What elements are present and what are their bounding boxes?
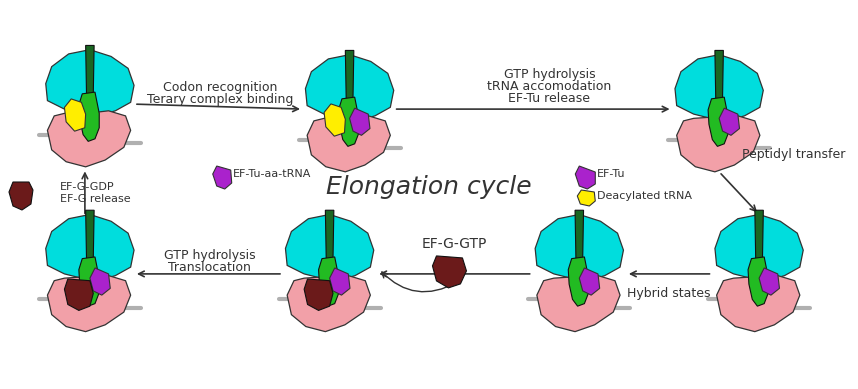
Polygon shape (675, 55, 764, 121)
Text: Elongation cycle: Elongation cycle (326, 175, 531, 199)
Polygon shape (759, 268, 779, 295)
Polygon shape (47, 111, 130, 167)
Polygon shape (577, 190, 595, 206)
Polygon shape (324, 104, 345, 136)
Polygon shape (719, 108, 740, 135)
Polygon shape (537, 275, 620, 332)
Polygon shape (45, 214, 134, 281)
Text: EF-Tu-aa-tRNA: EF-Tu-aa-tRNA (233, 169, 311, 179)
Polygon shape (45, 50, 134, 116)
Text: Hybrid states: Hybrid states (627, 287, 711, 300)
Polygon shape (755, 210, 764, 259)
Text: EF-G-GDP: EF-G-GDP (60, 182, 115, 192)
Polygon shape (9, 182, 33, 210)
Polygon shape (79, 257, 100, 306)
Polygon shape (64, 279, 94, 310)
Text: EF-Tu release: EF-Tu release (508, 92, 590, 105)
Polygon shape (64, 99, 86, 131)
Polygon shape (349, 108, 370, 135)
Polygon shape (305, 55, 394, 121)
Polygon shape (339, 97, 359, 146)
Text: GTP hydrolysis: GTP hydrolysis (504, 68, 595, 81)
Polygon shape (576, 166, 595, 189)
Text: Peptidyl transfer: Peptidyl transfer (742, 148, 846, 161)
Polygon shape (90, 268, 111, 295)
Polygon shape (748, 257, 769, 306)
Polygon shape (86, 46, 94, 94)
Polygon shape (213, 166, 232, 189)
Polygon shape (716, 275, 800, 332)
Text: Terary complex binding: Terary complex binding (147, 93, 293, 106)
Polygon shape (715, 51, 723, 99)
Text: Codon recognition: Codon recognition (162, 81, 277, 94)
Text: GTP hydrolysis: GTP hydrolysis (164, 249, 256, 263)
Polygon shape (579, 268, 600, 295)
Polygon shape (568, 257, 589, 306)
Polygon shape (86, 210, 94, 259)
Polygon shape (287, 275, 371, 332)
Text: EF-G-GTP: EF-G-GTP (422, 237, 487, 251)
Polygon shape (715, 214, 803, 281)
Polygon shape (575, 210, 583, 259)
Polygon shape (325, 210, 334, 259)
Polygon shape (708, 97, 728, 146)
Text: Translocation: Translocation (168, 261, 251, 274)
Polygon shape (432, 256, 467, 288)
Text: Deacylated tRNA: Deacylated tRNA (597, 191, 692, 201)
Text: EF-Tu: EF-Tu (597, 169, 625, 179)
Polygon shape (286, 214, 374, 281)
Polygon shape (329, 268, 350, 295)
Polygon shape (318, 257, 339, 306)
Polygon shape (304, 279, 333, 310)
Polygon shape (79, 92, 100, 141)
Text: EF-G release: EF-G release (60, 194, 130, 204)
Polygon shape (47, 275, 130, 332)
Text: tRNA accomodation: tRNA accomodation (487, 80, 612, 93)
Polygon shape (345, 51, 353, 99)
Polygon shape (307, 116, 390, 172)
Polygon shape (677, 116, 760, 172)
Polygon shape (535, 214, 624, 281)
